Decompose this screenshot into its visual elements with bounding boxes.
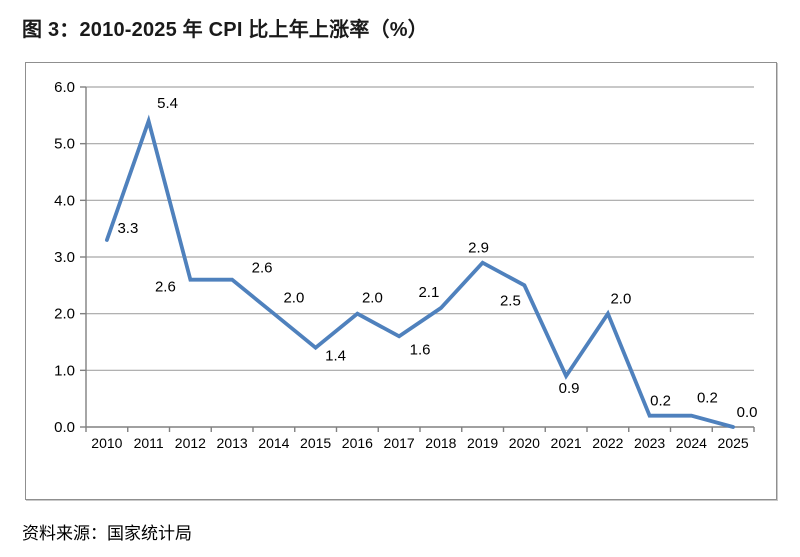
svg-text:1.4: 1.4 [325,348,346,365]
figure-title: 图 3：2010-2025 年 CPI 比上年上涨率（%） [22,19,428,41]
svg-text:2015: 2015 [300,435,331,451]
svg-text:2.1: 2.1 [418,284,439,301]
svg-text:2010: 2010 [91,435,122,451]
svg-text:2016: 2016 [342,435,373,451]
x-axis [85,426,755,432]
svg-text:2011: 2011 [134,435,164,451]
svg-text:2014: 2014 [258,435,289,451]
svg-text:0.0: 0.0 [737,404,758,421]
svg-text:2017: 2017 [384,435,415,451]
svg-text:2.9: 2.9 [468,240,489,257]
y-tick-labels: 0.0 1.0 2.0 3.0 4.0 5.0 6.0 [54,79,75,436]
svg-text:5.4: 5.4 [157,95,178,112]
svg-text:0.2: 0.2 [697,390,718,407]
svg-text:2023: 2023 [634,435,665,451]
gridlines [86,86,754,371]
svg-text:2.0: 2.0 [283,290,304,307]
chart-container: 0.0 1.0 2.0 3.0 4.0 5.0 6.0 2010 2011 2012 2013 201… [25,62,777,500]
svg-text:0.0: 0.0 [54,419,75,436]
cpi-line [105,114,735,429]
svg-text:2019: 2019 [467,435,498,451]
svg-text:2.6: 2.6 [155,279,176,296]
data-labels: 3.3 5.4 2.6 2.6 2.0 1.4 2.0 1.6 2.1 2.9 2.5 0.9 2.0 0… [117,95,757,421]
svg-text:2013: 2013 [217,435,248,451]
x-tick-labels: 2010 2011 2012 2013 2014 2015 2016 2017 2018 2019… [91,435,749,451]
svg-text:2012: 2012 [175,435,206,451]
svg-text:3.0: 3.0 [54,249,75,266]
svg-text:1.0: 1.0 [54,362,75,379]
svg-text:2.5: 2.5 [500,292,521,309]
svg-text:3.3: 3.3 [117,220,138,237]
svg-text:2022: 2022 [592,435,623,451]
y-axis [80,86,87,428]
svg-text:2025: 2025 [718,435,749,451]
source-note: 资料来源：国家统计局 [22,524,192,543]
svg-text:0.9: 0.9 [559,380,580,397]
svg-text:2024: 2024 [676,435,707,451]
svg-text:2018: 2018 [425,435,456,451]
svg-text:1.6: 1.6 [410,341,431,358]
svg-text:2.0: 2.0 [362,290,383,307]
svg-text:2021: 2021 [551,435,582,451]
svg-text:2.6: 2.6 [252,260,273,277]
svg-text:2.0: 2.0 [610,291,631,308]
svg-text:2020: 2020 [509,435,540,451]
svg-text:5.0: 5.0 [54,136,75,153]
svg-text:0.2: 0.2 [650,393,671,410]
svg-text:2.0: 2.0 [54,306,75,323]
svg-text:6.0: 6.0 [54,79,75,96]
svg-text:4.0: 4.0 [54,192,75,209]
